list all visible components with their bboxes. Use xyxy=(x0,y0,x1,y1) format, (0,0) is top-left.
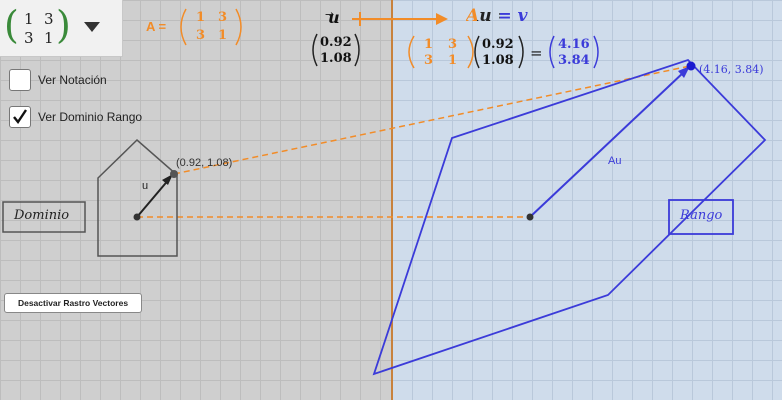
ver-dominio-rango-label: Ver Dominio Rango xyxy=(38,110,143,124)
a-matrix-cell-11: 1 xyxy=(196,10,206,25)
eq-matrix-cell-21: 3 xyxy=(424,53,434,68)
a-matrix-cell-12: 3 xyxy=(218,10,228,25)
desactivar-rastro-button[interactable]: Desactivar Rastro Vectores xyxy=(4,293,142,313)
eq-u-x: 0.92 xyxy=(482,37,514,52)
dominio-box xyxy=(2,201,86,233)
eq-equals: = xyxy=(530,44,543,62)
eq-u-left-paren xyxy=(474,35,480,69)
matrix-cell-22: 1 xyxy=(44,29,54,47)
equation-title: Au = v xyxy=(466,6,528,26)
u-vec-left-paren xyxy=(312,33,318,67)
eq-v-right-paren xyxy=(593,35,599,69)
matrix-cell-11: 1 xyxy=(24,10,34,28)
eq-matrix-cell-22: 1 xyxy=(448,53,458,68)
au-vector-arrow xyxy=(529,70,686,218)
rango-label: Rango xyxy=(680,208,723,223)
u-vector-x: 0.92 xyxy=(320,35,352,50)
u-point-label: (0.92, 1.08) xyxy=(176,157,233,169)
rango-box xyxy=(668,199,734,235)
eq-matrix-cell-12: 3 xyxy=(448,37,458,52)
eq-v-x: 4.16 xyxy=(558,37,590,52)
u-vector-arrowhead xyxy=(162,174,173,185)
domain-origin-point xyxy=(133,213,141,221)
equation-text: Au = v xyxy=(466,6,528,26)
matrix-cell-21: 3 xyxy=(24,29,34,47)
a-matrix-prefix: A = xyxy=(146,19,167,34)
v-point-label: (4.16, 3.84) xyxy=(699,63,764,76)
u-label: u xyxy=(142,180,149,192)
eq-u-right-paren xyxy=(518,35,524,69)
matrix-left-paren: ( xyxy=(4,3,19,47)
eq-u-y: 1.08 xyxy=(482,53,514,68)
matrix-selector[interactable]: ( 1 3 3 1 ) xyxy=(0,0,123,57)
checkmark-icon xyxy=(13,109,27,125)
matrix-right-paren: ) xyxy=(56,3,71,47)
eq-matrix-cell-11: 1 xyxy=(424,37,434,52)
a-matrix-cell-21: 3 xyxy=(196,28,206,43)
eq-matrix-right-paren xyxy=(467,35,474,69)
dominio-label: Dominio xyxy=(14,208,70,223)
domain-panel[interactable] xyxy=(0,0,392,400)
au-label: Au xyxy=(608,155,622,167)
eq-v-y: 3.84 xyxy=(558,53,590,68)
au-vector-arrowhead xyxy=(678,66,690,78)
a-matrix-left-paren xyxy=(180,8,187,46)
u-vector-arrow-accent: → xyxy=(325,8,335,21)
a-matrix-right-paren xyxy=(235,8,242,46)
range-shape xyxy=(372,58,767,376)
eq-matrix-left-paren xyxy=(408,35,415,69)
domain-shape xyxy=(97,138,178,257)
panel-divider[interactable] xyxy=(391,0,393,400)
matrix-cell-12: 3 xyxy=(44,10,54,28)
ver-notacion-checkbox[interactable] xyxy=(9,69,31,91)
v-point xyxy=(686,61,696,71)
u-vector-symbol: u xyxy=(328,8,340,27)
ver-notacion-label: Ver Notación xyxy=(38,73,107,87)
u-vector-y: 1.08 xyxy=(320,51,352,66)
u-point[interactable] xyxy=(170,170,178,178)
ver-dominio-rango-checkbox[interactable] xyxy=(9,106,31,128)
range-origin-point xyxy=(526,213,534,221)
trace-line-top xyxy=(173,65,691,175)
chevron-down-icon[interactable] xyxy=(84,22,100,32)
a-matrix-cell-22: 1 xyxy=(218,28,228,43)
eq-v-left-paren xyxy=(549,35,555,69)
u-vector-arrow[interactable] xyxy=(136,177,171,218)
u-vec-right-paren xyxy=(354,33,360,67)
mapping-arrowhead xyxy=(436,13,448,25)
